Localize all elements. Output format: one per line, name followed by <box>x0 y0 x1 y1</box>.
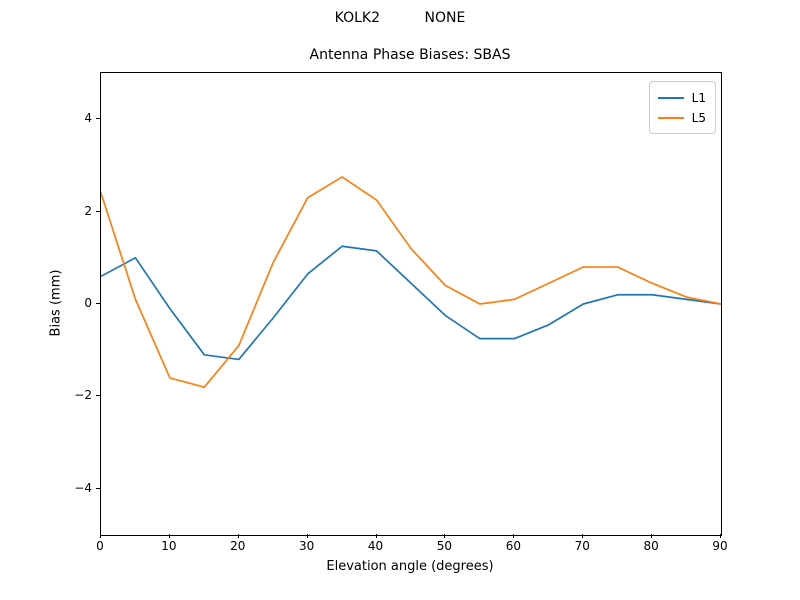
x-tick-mark <box>582 534 584 538</box>
x-tick-label: 30 <box>299 539 315 553</box>
x-tick-mark <box>720 534 721 538</box>
legend: L1 L5 <box>648 81 716 134</box>
x-tick-label: 40 <box>367 539 384 553</box>
x-tick-label: 90 <box>712 539 728 553</box>
legend-label: L1 <box>691 91 706 105</box>
y-tick-label: −4 <box>74 480 92 495</box>
x-tick-label: 0 <box>96 539 104 553</box>
x-tick-mark <box>168 534 170 538</box>
y-tick-mark <box>96 487 100 489</box>
y-tick-mark <box>96 395 100 397</box>
x-tick-mark <box>375 534 377 538</box>
y-tick-mark <box>96 118 100 120</box>
x-tick-label: 70 <box>574 539 590 553</box>
x-tick-mark <box>306 534 308 538</box>
x-tick-label: 80 <box>643 539 659 553</box>
x-tick-mark <box>651 534 653 538</box>
y-tick-mark <box>96 210 100 212</box>
x-tick-mark <box>513 534 515 538</box>
legend-item-l1: L1 <box>657 88 706 108</box>
x-tick-mark <box>100 534 101 538</box>
chart-title: Antenna Phase Biases: SBAS <box>309 47 511 63</box>
series-line-l1 <box>101 245 721 361</box>
x-tick-mark <box>444 534 446 538</box>
plot-area: L1 L5 <box>100 72 722 536</box>
y-axis-label: Bias (mm) <box>48 269 64 337</box>
y-tick-mark <box>96 303 100 304</box>
suptitle: KOLK2 NONE <box>334 10 466 26</box>
y-tick-label: 4 <box>84 111 92 126</box>
x-axis-label: Elevation angle (degrees) <box>326 559 494 574</box>
line-chart <box>101 176 721 389</box>
x-tick-label: 60 <box>505 539 521 553</box>
x-tick-mark <box>237 534 239 538</box>
series-line-l5 <box>101 176 721 389</box>
y-tick-label: 2 <box>84 203 92 218</box>
legend-line-swatch <box>657 97 684 99</box>
legend-item-l5: L5 <box>657 108 706 128</box>
x-tick-label: 10 <box>161 539 177 553</box>
y-tick-label: −2 <box>74 388 92 403</box>
y-tick-label: 0 <box>84 296 92 310</box>
x-tick-label: 50 <box>436 539 453 553</box>
legend-line-swatch <box>657 117 684 119</box>
x-tick-label: 20 <box>230 539 246 553</box>
legend-label: L5 <box>691 111 706 125</box>
